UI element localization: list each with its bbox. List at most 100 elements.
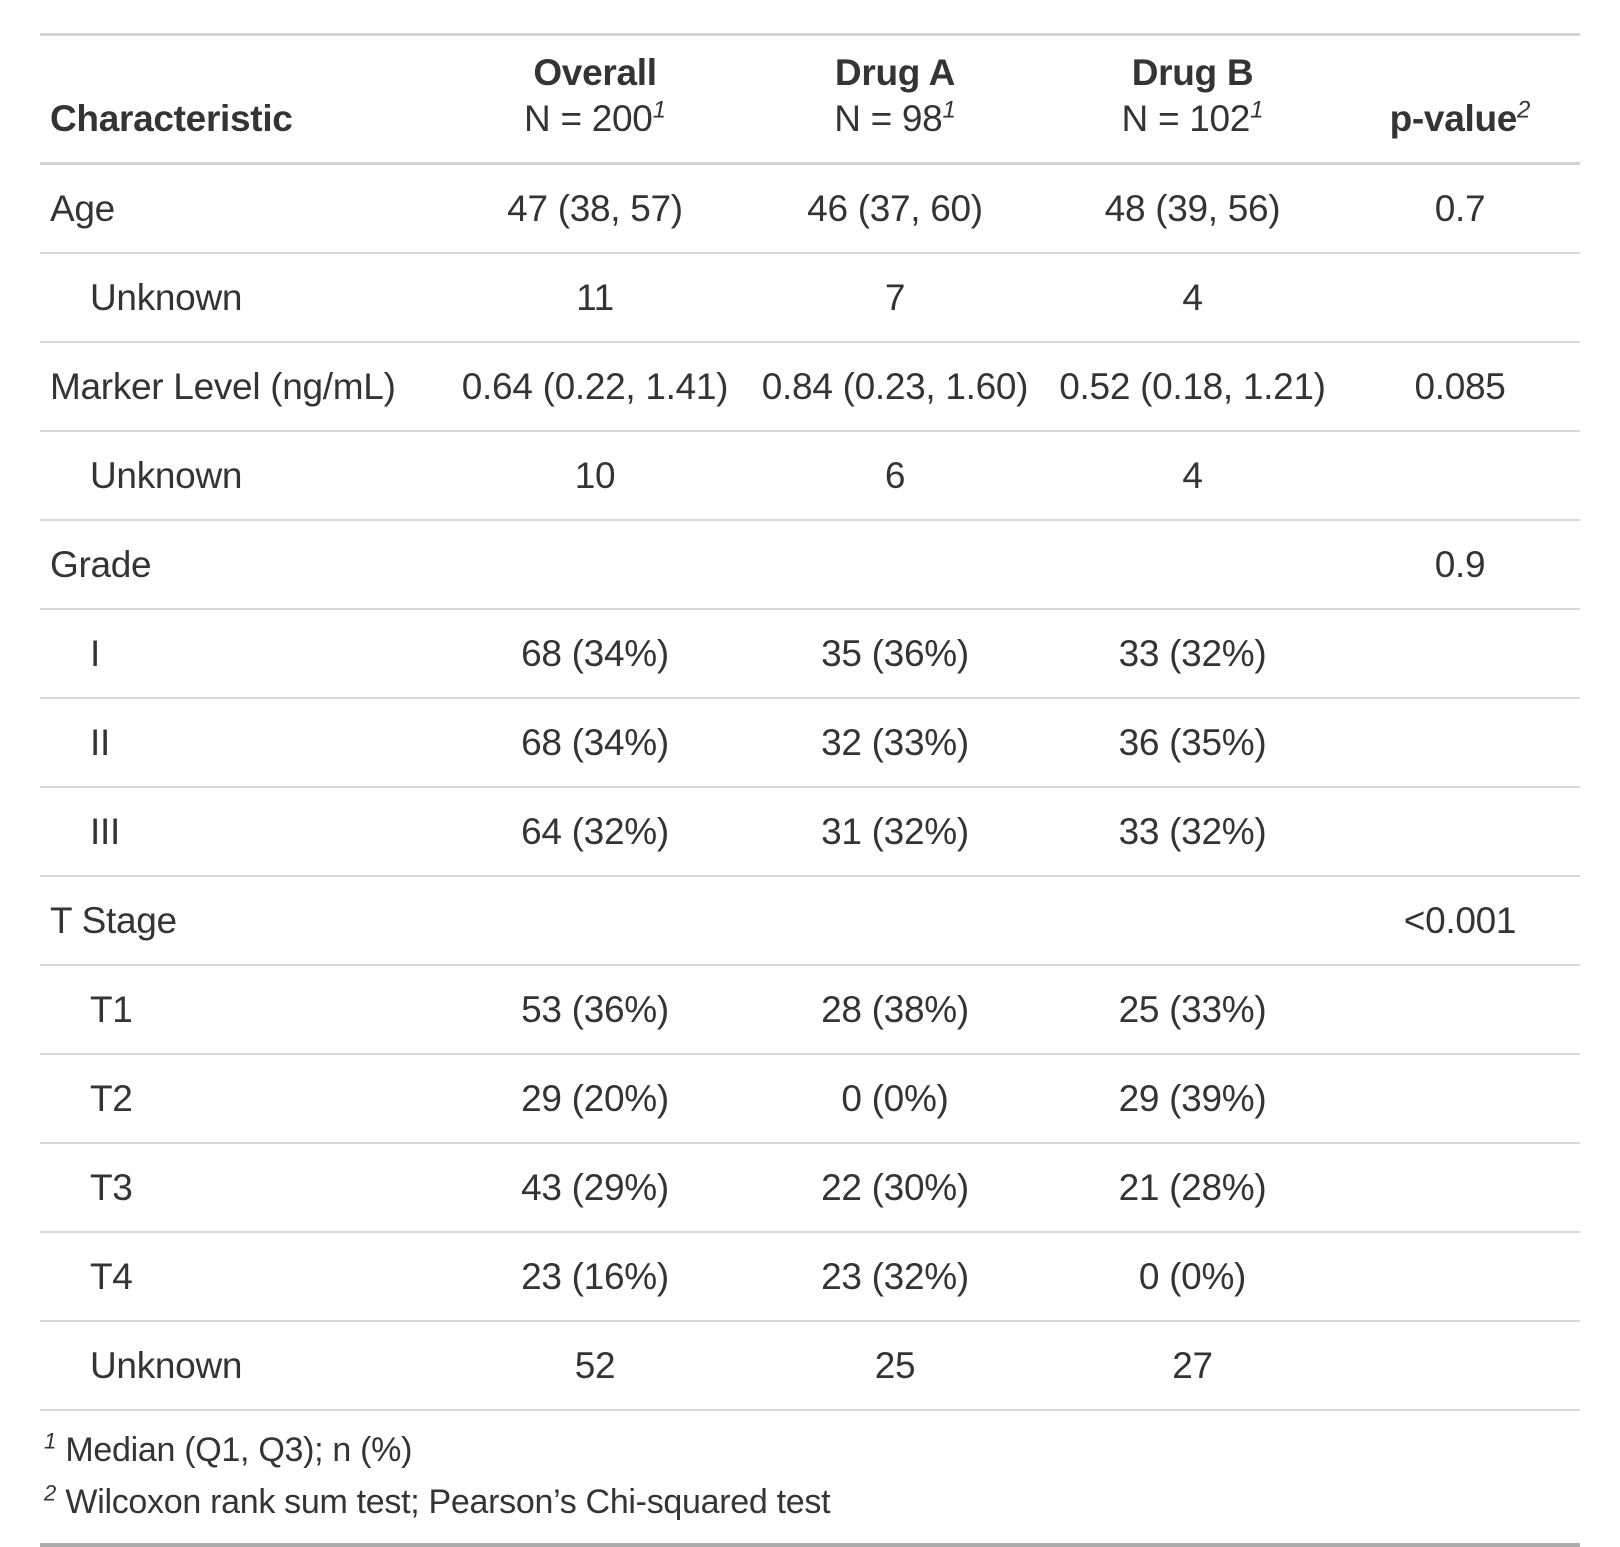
cell-drug-b: 33 (32%) [1045, 608, 1340, 698]
table-row-grade-2: II 68 (34%) 32 (33%) 36 (35%) [40, 697, 1580, 787]
table-row-grade-3: III 64 (32%) 31 (32%) 33 (32%) [40, 786, 1580, 876]
row-label: Unknown [40, 252, 445, 342]
footnote-mark: 1 [44, 1428, 57, 1454]
table-row-t2: T2 29 (20%) 0 (0%) 29 (39%) [40, 1053, 1580, 1143]
cell-drug-a: 28 (38%) [745, 964, 1045, 1054]
table-row-t-stage-unknown: Unknown 52 25 27 [40, 1320, 1580, 1410]
row-label: T Stage [40, 875, 445, 965]
cell-drug-b: 36 (35%) [1045, 697, 1340, 787]
cell-drug-a: 25 [745, 1320, 1045, 1410]
cell-p-value [1340, 697, 1580, 787]
footnote-mark: 2 [44, 1480, 57, 1506]
col-header-drug-a-n: N = 98 [834, 98, 943, 139]
cell-drug-a: 7 [745, 252, 1045, 342]
table-row-marker-unknown: Unknown 10 6 4 [40, 430, 1580, 520]
table-row-t-stage: T Stage <0.001 [40, 875, 1580, 965]
table-row-grade-1: I 68 (34%) 35 (36%) 33 (32%) [40, 608, 1580, 698]
footnote-mark: 1 [652, 96, 666, 124]
row-label: Grade [40, 519, 445, 609]
cell-drug-b [1045, 519, 1340, 609]
cell-overall: 47 (38, 57) [445, 162, 745, 253]
footnote-mark: 1 [942, 96, 956, 124]
col-header-drug-b-n: N = 102 [1121, 98, 1251, 139]
cell-p-value: <0.001 [1340, 875, 1580, 965]
row-label: Marker Level (ng/mL) [40, 341, 445, 431]
footnotes-cell: 1 Median (Q1, Q3); n (%) 2 Wilcoxon rank… [40, 1409, 1580, 1545]
row-label: II [40, 697, 445, 787]
footnote-2-text: Wilcoxon rank sum test; Pearson’s Chi-sq… [65, 1483, 831, 1521]
cell-p-value [1340, 430, 1580, 520]
cell-drug-a: 22 (30%) [745, 1142, 1045, 1232]
row-label: Unknown [40, 1320, 445, 1410]
cell-overall [445, 875, 745, 965]
cell-drug-a: 0 (0%) [745, 1053, 1045, 1143]
col-header-drug-b: Drug B N = 1021 [1045, 34, 1340, 165]
col-header-overall: Overall N = 2001 [445, 34, 745, 165]
footnote-mark: 2 [1517, 96, 1531, 124]
col-header-characteristic: Characteristic [40, 34, 445, 165]
cell-drug-b: 25 (33%) [1045, 964, 1340, 1054]
cell-drug-b [1045, 875, 1340, 965]
row-label: III [40, 786, 445, 876]
cell-overall: 11 [445, 252, 745, 342]
cell-drug-a: 35 (36%) [745, 608, 1045, 698]
cell-drug-a: 31 (32%) [745, 786, 1045, 876]
cell-overall: 52 [445, 1320, 745, 1410]
row-label: I [40, 608, 445, 698]
col-header-overall-n: N = 200 [524, 98, 653, 139]
cell-drug-b: 0.52 (0.18, 1.21) [1045, 341, 1340, 431]
cell-drug-a: 46 (37, 60) [745, 162, 1045, 253]
footnote-mark: 1 [1250, 96, 1264, 124]
cell-drug-a: 6 [745, 430, 1045, 520]
cell-drug-b: 33 (32%) [1045, 786, 1340, 876]
table-row-age: Age 47 (38, 57) 46 (37, 60) 48 (39, 56) … [40, 162, 1580, 253]
cell-p-value [1340, 1053, 1580, 1143]
col-header-p-value-label: p-value [1389, 98, 1518, 139]
table-row-age-unknown: Unknown 11 7 4 [40, 252, 1580, 342]
table-row-t4: T4 23 (16%) 23 (32%) 0 (0%) [40, 1231, 1580, 1321]
col-header-overall-label: Overall [533, 52, 657, 93]
cell-drug-b: 4 [1045, 430, 1340, 520]
cell-overall: 53 (36%) [445, 964, 745, 1054]
cell-drug-a: 23 (32%) [745, 1231, 1045, 1321]
cell-drug-a: 32 (33%) [745, 697, 1045, 787]
cell-p-value [1340, 608, 1580, 698]
table-body: Age 47 (38, 57) 46 (37, 60) 48 (39, 56) … [40, 162, 1580, 1410]
col-header-p-value: p-value2 [1340, 34, 1580, 165]
table-footer: 1 Median (Q1, Q3); n (%) 2 Wilcoxon rank… [40, 1409, 1580, 1545]
cell-p-value [1340, 1142, 1580, 1232]
cell-p-value: 0.9 [1340, 519, 1580, 609]
col-header-drug-a: Drug A N = 981 [745, 34, 1045, 165]
row-label: T2 [40, 1053, 445, 1143]
table-row-t1: T1 53 (36%) 28 (38%) 25 (33%) [40, 964, 1580, 1054]
cell-drug-b: 4 [1045, 252, 1340, 342]
footnote-1: 1 Median (Q1, Q3); n (%) [44, 1427, 1580, 1473]
footnote-2: 2 Wilcoxon rank sum test; Pearson’s Chi-… [44, 1479, 1580, 1525]
cell-p-value [1340, 1320, 1580, 1410]
cell-overall: 68 (34%) [445, 697, 745, 787]
cell-drug-b: 21 (28%) [1045, 1142, 1340, 1232]
col-header-drug-b-label: Drug B [1131, 52, 1254, 93]
cell-overall [445, 519, 745, 609]
cell-p-value [1340, 786, 1580, 876]
cell-overall: 43 (29%) [445, 1142, 745, 1232]
row-label: T4 [40, 1231, 445, 1321]
row-label: Unknown [40, 430, 445, 520]
cell-overall: 0.64 (0.22, 1.41) [445, 341, 745, 431]
cell-overall: 23 (16%) [445, 1231, 745, 1321]
cell-drug-b: 0 (0%) [1045, 1231, 1340, 1321]
cell-overall: 29 (20%) [445, 1053, 745, 1143]
cell-p-value [1340, 1231, 1580, 1321]
cell-drug-a [745, 875, 1045, 965]
cell-overall: 64 (32%) [445, 786, 745, 876]
cell-overall: 68 (34%) [445, 608, 745, 698]
cell-drug-a: 0.84 (0.23, 1.60) [745, 341, 1045, 431]
cell-p-value: 0.085 [1340, 341, 1580, 431]
col-header-drug-a-label: Drug A [834, 52, 956, 93]
table-row-marker-level: Marker Level (ng/mL) 0.64 (0.22, 1.41) 0… [40, 341, 1580, 431]
cell-drug-b: 29 (39%) [1045, 1053, 1340, 1143]
